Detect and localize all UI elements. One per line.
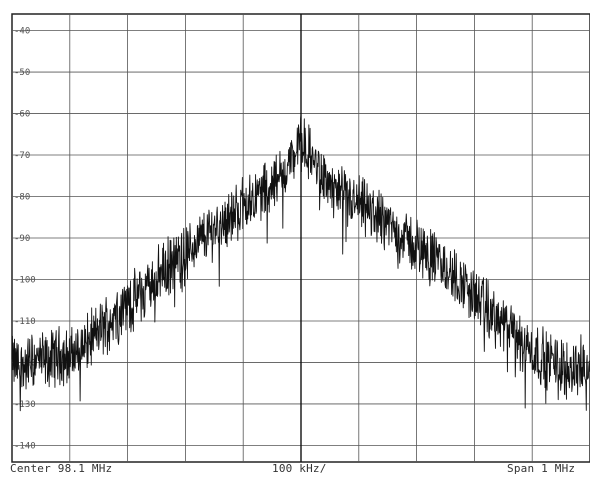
spectrum-trace: [11, 114, 590, 412]
center-frequency-label: Center 98.1 MHz: [10, 462, 113, 475]
division-scale-label: 100 kHz/: [272, 462, 327, 475]
span-label: Span 1 MHz: [507, 462, 576, 475]
y-tick-label: -90: [14, 234, 30, 244]
y-tick-label: -50: [14, 68, 30, 78]
y-tick-label: -40: [14, 27, 30, 37]
grid: [11, 13, 590, 463]
y-tick-label: -60: [14, 110, 30, 120]
spectrum-trace-line: [11, 114, 590, 412]
y-tick-label: -100: [14, 275, 36, 285]
y-tick-label: -140: [14, 441, 36, 451]
y-tick-labels: -40-50-60-70-80-90-100-110-120-130-140: [14, 27, 36, 452]
y-tick-label: -130: [14, 400, 36, 410]
y-tick-label: -80: [14, 193, 30, 203]
y-tick-label: -110: [14, 317, 36, 327]
y-tick-label: -70: [14, 151, 30, 161]
